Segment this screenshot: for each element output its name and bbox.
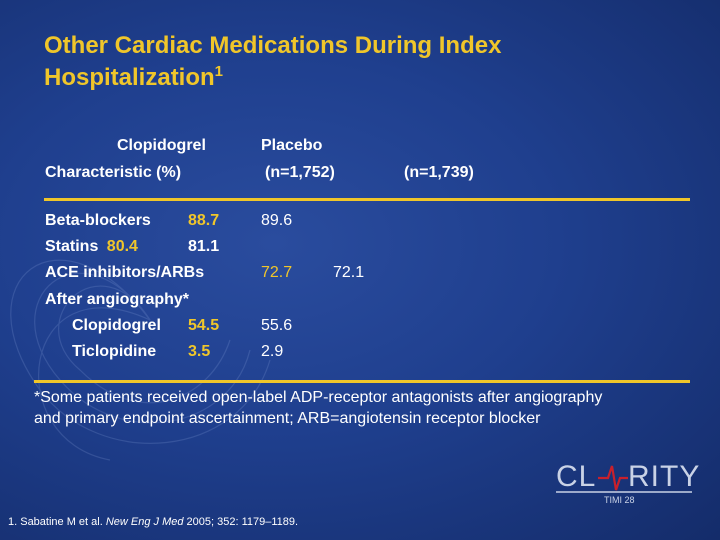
header-characteristic: Characteristic (%) (45, 164, 182, 181)
title-line-1: Other Cardiac Medications During Index (44, 32, 502, 59)
svg-text:RITY: RITY (628, 460, 700, 493)
footnote-line-1: *Some patients received open-label ADP-r… (34, 389, 603, 406)
row-placebo-beta-blockers: 89.6 (261, 212, 293, 229)
row-clopidogrel-statins: 80.4 (106, 238, 138, 255)
row-label-statins: Statins 80.4 (45, 237, 138, 257)
footer-rule (34, 380, 690, 383)
header-clopidogrel: Clopidogrel (117, 137, 206, 154)
svg-text:TIMI 28: TIMI 28 (604, 495, 635, 505)
row-label-clopidogrel: Clopidogrel (72, 317, 161, 334)
header-placebo: Placebo (261, 137, 323, 154)
row-placebo-clopidogrel: 55.6 (261, 317, 293, 334)
header-n-placebo: (n=1,739) (404, 164, 474, 181)
clarity-logo: CL RITY TIMI 28 (556, 460, 700, 505)
row-clopidogrel-clopidogrel: 54.5 (188, 317, 220, 334)
row-label-ace-inhibitors: ACE inhibitors/ARBs (45, 264, 205, 281)
reference-rest: 2005; 352: 1179–1189. (183, 516, 299, 528)
row-placebo-statins: 81.1 (188, 238, 220, 255)
title-superscript: 1 (214, 63, 224, 80)
header-n-clopidogrel: (n=1,752) (265, 164, 335, 181)
row-label-ticlopidine: Ticlopidine (72, 343, 157, 360)
row-placebo-ticlopidine: 2.9 (261, 343, 284, 360)
title-line-2: Hospitalization (44, 64, 215, 91)
header-rule (44, 198, 690, 201)
row-label-after-angiography: After angiography* (45, 291, 190, 308)
row-clopidogrel-ticlopidine: 3.5 (188, 343, 211, 360)
page-title: Other Cardiac Medications During Index (44, 30, 501, 62)
reference-prefix: 1. Sabatine M et al. (8, 516, 106, 528)
page-title-line-2: Hospitalization1 (44, 62, 223, 94)
footnote-line-2: and primary endpoint ascertainment; ARB=… (34, 410, 541, 427)
row-placebo-ace-inhibitors: 72.1 (333, 264, 365, 281)
row-clopidogrel-beta-blockers: 88.7 (188, 212, 220, 229)
reference-journal: New Eng J Med (105, 516, 184, 528)
svg-text:CL: CL (556, 460, 596, 493)
row-clopidogrel-ace-inhibitors: 72.7 (261, 264, 293, 281)
background-swirl (10, 259, 271, 461)
reference: 1. Sabatine M et al. New Eng J Med 2005;… (8, 516, 298, 528)
row-label-beta-blockers: Beta-blockers (45, 212, 151, 229)
row-label-statins-text: Statins (45, 238, 99, 255)
